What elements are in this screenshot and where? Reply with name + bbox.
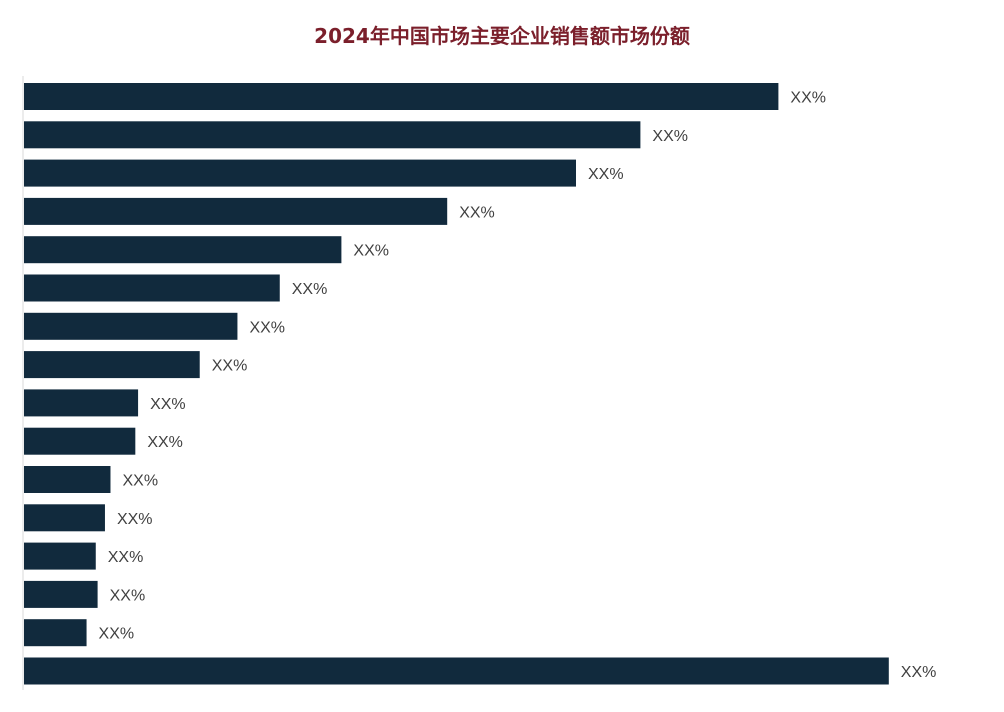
bar-value-label-13: XX% [108,549,144,566]
bar-3 [24,159,576,187]
bar-value-label-9: XX% [150,396,186,413]
bar-value-label-7: XX% [249,319,285,336]
bar-2 [24,121,641,149]
bar-7 [24,312,238,340]
bar-value-label-15: XX% [99,626,135,643]
bar-value-label-5: XX% [353,243,389,260]
bar-value-label-6: XX% [292,281,328,298]
bar-value-label-16: XX% [901,664,937,681]
bar-8 [24,351,200,379]
bar-value-label-1: XX% [790,90,826,107]
bar-10 [24,427,136,455]
bar-1 [24,83,779,110]
bar-value-label-4: XX% [459,204,495,221]
bar-value-label-11: XX% [122,473,158,490]
bar-9 [24,389,139,417]
bar-11 [24,466,111,493]
bar-13 [24,542,96,570]
bar-value-label-10: XX% [147,434,183,451]
bar-15 [24,619,87,647]
bar-4 [24,197,448,225]
bar-12 [24,504,105,532]
bar-6 [24,274,280,302]
chart-title: 2024年中国市场主要企业销售额市场份额 [314,24,690,48]
bar-value-label-3: XX% [588,166,624,183]
bar-16 [24,657,889,685]
bar-value-label-12: XX% [117,511,153,528]
bar-value-label-8: XX% [212,358,248,375]
bar-value-label-14: XX% [110,587,146,604]
bar-14 [24,580,98,608]
bar-value-label-2: XX% [652,128,688,145]
bar-5 [24,236,342,264]
